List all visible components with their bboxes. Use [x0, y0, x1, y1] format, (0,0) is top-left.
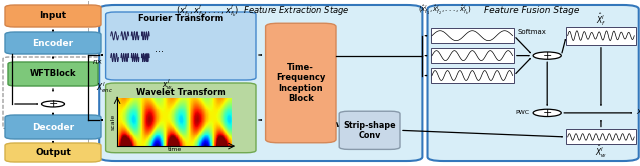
Text: +: +	[48, 99, 58, 109]
Bar	[431, 48, 514, 63]
FancyBboxPatch shape	[5, 5, 101, 27]
FancyBboxPatch shape	[266, 23, 336, 143]
FancyBboxPatch shape	[5, 115, 101, 139]
Bar	[431, 68, 514, 83]
FancyBboxPatch shape	[5, 32, 101, 54]
Text: WFTBlock: WFTBlock	[29, 70, 76, 79]
FancyBboxPatch shape	[5, 143, 101, 162]
Text: $X^l_{enc}$: $X^l_{enc}$	[96, 81, 113, 95]
Circle shape	[533, 109, 561, 117]
Text: $(x^l_{f_1}, x^l_{f_2},...,x^l_{f_k})$  Feature Extraction Stage: $(x^l_{f_1}, x^l_{f_2},...,x^l_{f_k})$ F…	[175, 3, 349, 19]
Bar	[566, 129, 636, 144]
Text: Decoder: Decoder	[32, 123, 74, 131]
Bar	[431, 28, 514, 43]
Text: Time-
Frequency
Inception
Block: Time- Frequency Inception Block	[276, 63, 326, 103]
FancyBboxPatch shape	[99, 5, 422, 161]
Circle shape	[42, 101, 65, 107]
Text: Feature Fusion Stage: Feature Fusion Stage	[483, 6, 579, 15]
Text: n×: n×	[92, 59, 102, 65]
Text: Encoder: Encoder	[33, 39, 74, 47]
Text: ...: ...	[156, 44, 164, 54]
Text: $\hat{X}^l_f$: $\hat{X}^l_f$	[596, 11, 606, 28]
Text: $x^l_w$: $x^l_w$	[163, 77, 173, 92]
FancyBboxPatch shape	[339, 111, 400, 149]
Text: $(\hat{x}^l_{f_1}, \hat{x}^l_{f_2},...,\hat{x}^l_{f_k})$: $(\hat{x}^l_{f_1}, \hat{x}^l_{f_2},...,\…	[418, 4, 472, 18]
Text: $\hat{X}^l_w$: $\hat{X}^l_w$	[595, 143, 607, 160]
Text: Input: Input	[40, 11, 67, 20]
Text: +: +	[543, 108, 552, 118]
FancyBboxPatch shape	[106, 83, 256, 153]
Text: Wavelet Transform: Wavelet Transform	[136, 88, 226, 97]
Text: Strip-shape
Conv: Strip-shape Conv	[343, 121, 396, 140]
Text: Fourier Transform: Fourier Transform	[138, 14, 223, 23]
FancyBboxPatch shape	[8, 62, 98, 86]
Text: Output: Output	[35, 148, 71, 157]
Text: +: +	[543, 51, 552, 61]
FancyBboxPatch shape	[428, 5, 639, 161]
Text: Softmax: Softmax	[517, 29, 546, 35]
Bar	[566, 27, 636, 45]
FancyBboxPatch shape	[106, 12, 256, 80]
Text: PWC: PWC	[516, 110, 530, 115]
Circle shape	[533, 52, 561, 59]
Text: $X^{l+1}_{enc}$: $X^{l+1}_{enc}$	[636, 106, 640, 120]
